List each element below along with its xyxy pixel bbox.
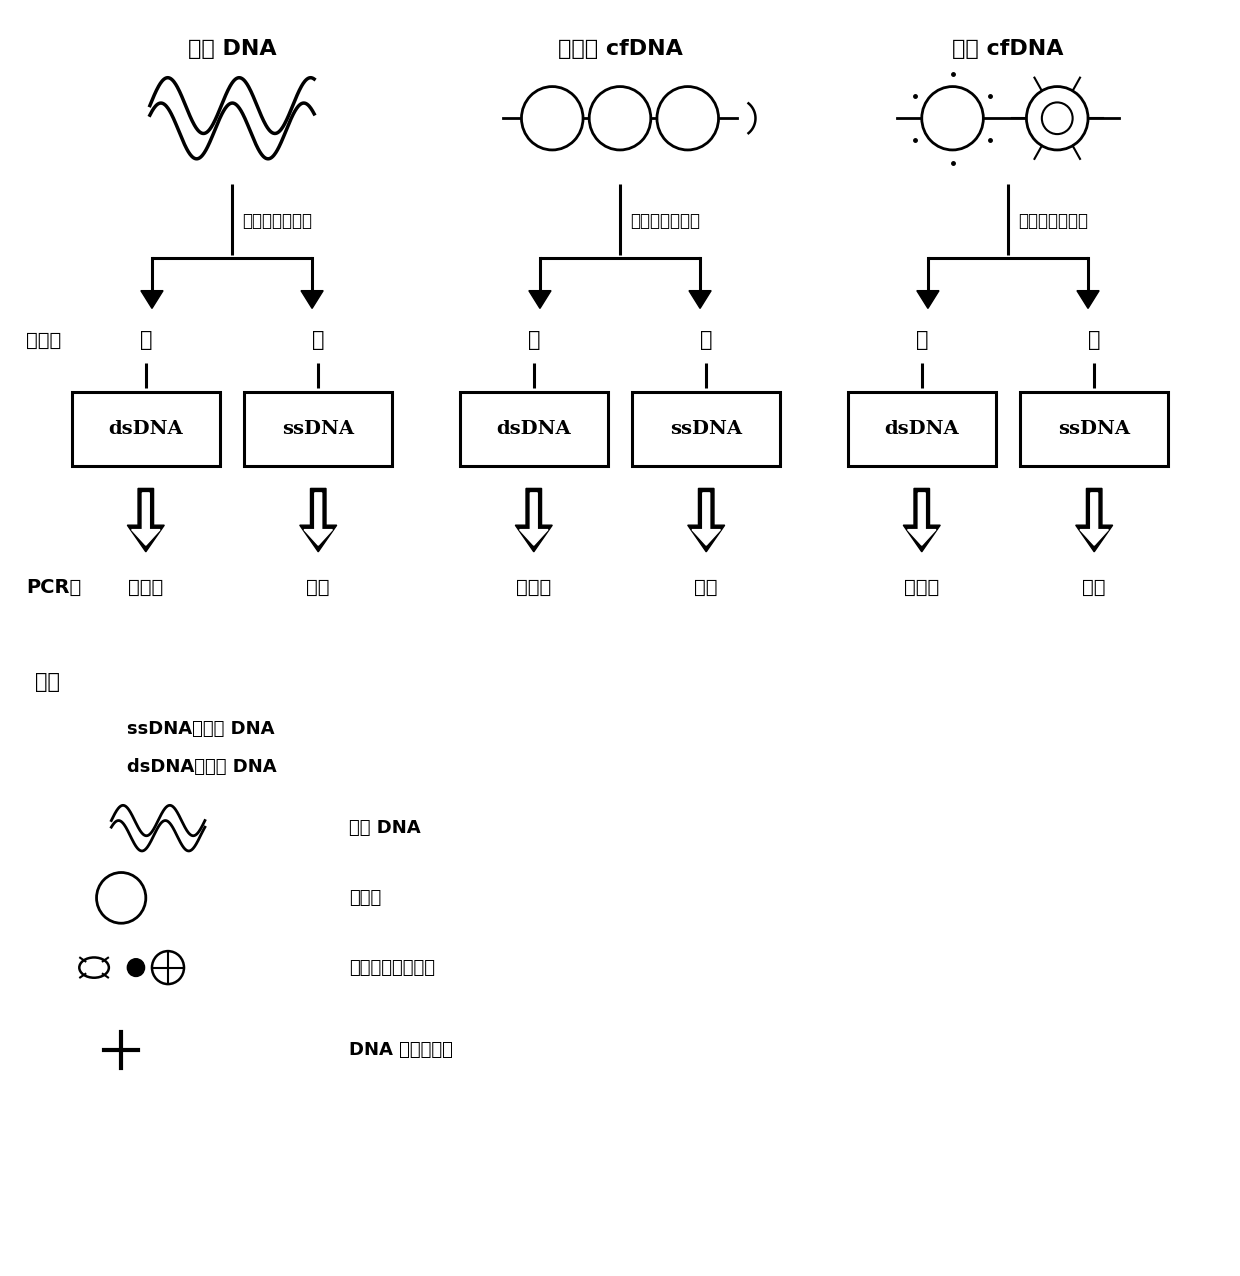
Text: 肿瘤 cfDNA: 肿瘤 cfDNA — [952, 38, 1064, 59]
Text: ssDNA: ssDNA — [283, 420, 355, 438]
Text: 多: 多 — [915, 330, 928, 350]
Circle shape — [921, 87, 983, 151]
Polygon shape — [304, 493, 332, 545]
Polygon shape — [688, 489, 724, 551]
Polygon shape — [131, 493, 160, 545]
Text: 组蛋白: 组蛋白 — [348, 889, 381, 907]
Bar — [72, 392, 219, 466]
Circle shape — [153, 951, 184, 984]
Bar — [244, 392, 392, 466]
Text: 比例：: 比例： — [26, 330, 62, 350]
Text: 中: 中 — [527, 330, 541, 350]
Text: ssDNA：单链 DNA: ssDNA：单链 DNA — [128, 720, 275, 739]
Text: 注：: 注： — [35, 672, 60, 693]
Polygon shape — [1080, 493, 1109, 545]
Text: dsDNA: dsDNA — [884, 420, 959, 438]
Circle shape — [657, 87, 718, 151]
Polygon shape — [141, 291, 162, 309]
Text: dsDNA: dsDNA — [108, 420, 184, 438]
Polygon shape — [689, 291, 712, 309]
Text: 不扩增: 不扩增 — [516, 578, 552, 597]
Text: DNA 甲基化修饰: DNA 甲基化修饰 — [348, 1041, 453, 1059]
Polygon shape — [520, 493, 548, 545]
Text: 少: 少 — [1087, 330, 1100, 350]
Text: ssDNA: ssDNA — [670, 420, 743, 438]
Circle shape — [1042, 102, 1073, 134]
Circle shape — [589, 87, 651, 151]
Polygon shape — [916, 291, 939, 309]
Bar — [632, 392, 780, 466]
Text: 多: 多 — [312, 330, 325, 350]
Polygon shape — [128, 489, 164, 551]
Text: 双链 DNA: 双链 DNA — [348, 819, 420, 837]
Circle shape — [1027, 87, 1087, 151]
Text: 组蛋白的各种修饰: 组蛋白的各种修饰 — [348, 958, 435, 976]
Text: 不扩增: 不扩增 — [128, 578, 164, 597]
Polygon shape — [1076, 489, 1112, 551]
Text: 中: 中 — [699, 330, 713, 350]
Text: 裸露 DNA: 裸露 DNA — [187, 38, 277, 59]
Text: 偏低的变性温度: 偏低的变性温度 — [242, 212, 312, 230]
Text: 正常人 cfDNA: 正常人 cfDNA — [558, 38, 682, 59]
Polygon shape — [908, 493, 936, 545]
Ellipse shape — [79, 957, 109, 977]
Text: dsDNA: dsDNA — [496, 420, 572, 438]
Bar — [1021, 392, 1168, 466]
Text: 不扩增: 不扩增 — [904, 578, 940, 597]
Text: dsDNA：双链 DNA: dsDNA：双链 DNA — [128, 758, 277, 776]
Polygon shape — [692, 493, 720, 545]
Circle shape — [128, 958, 145, 976]
Text: 偏低的变性温度: 偏低的变性温度 — [630, 212, 699, 230]
Circle shape — [97, 873, 146, 924]
Polygon shape — [528, 291, 551, 309]
Polygon shape — [1078, 291, 1099, 309]
Text: 扩增: 扩增 — [306, 578, 330, 597]
Text: 扩增: 扩增 — [694, 578, 718, 597]
Polygon shape — [300, 489, 337, 551]
Circle shape — [522, 87, 583, 151]
Text: 少: 少 — [140, 330, 153, 350]
Text: PCR：: PCR： — [26, 578, 82, 597]
Polygon shape — [903, 489, 940, 551]
Polygon shape — [516, 489, 552, 551]
Text: 偏低的变性温度: 偏低的变性温度 — [1018, 212, 1087, 230]
Bar — [460, 392, 608, 466]
Bar — [848, 392, 996, 466]
Polygon shape — [301, 291, 324, 309]
Text: 扩增: 扩增 — [1083, 578, 1106, 597]
Text: ssDNA: ssDNA — [1058, 420, 1130, 438]
